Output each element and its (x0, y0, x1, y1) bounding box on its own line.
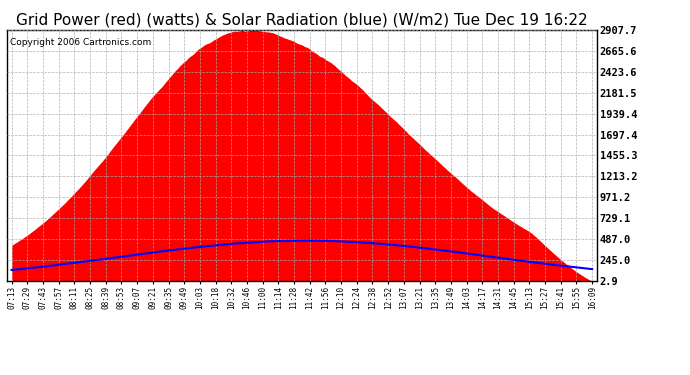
Text: Copyright 2006 Cartronics.com: Copyright 2006 Cartronics.com (10, 38, 151, 46)
Title: Grid Power (red) (watts) & Solar Radiation (blue) (W/m2) Tue Dec 19 16:22: Grid Power (red) (watts) & Solar Radiati… (16, 12, 588, 27)
